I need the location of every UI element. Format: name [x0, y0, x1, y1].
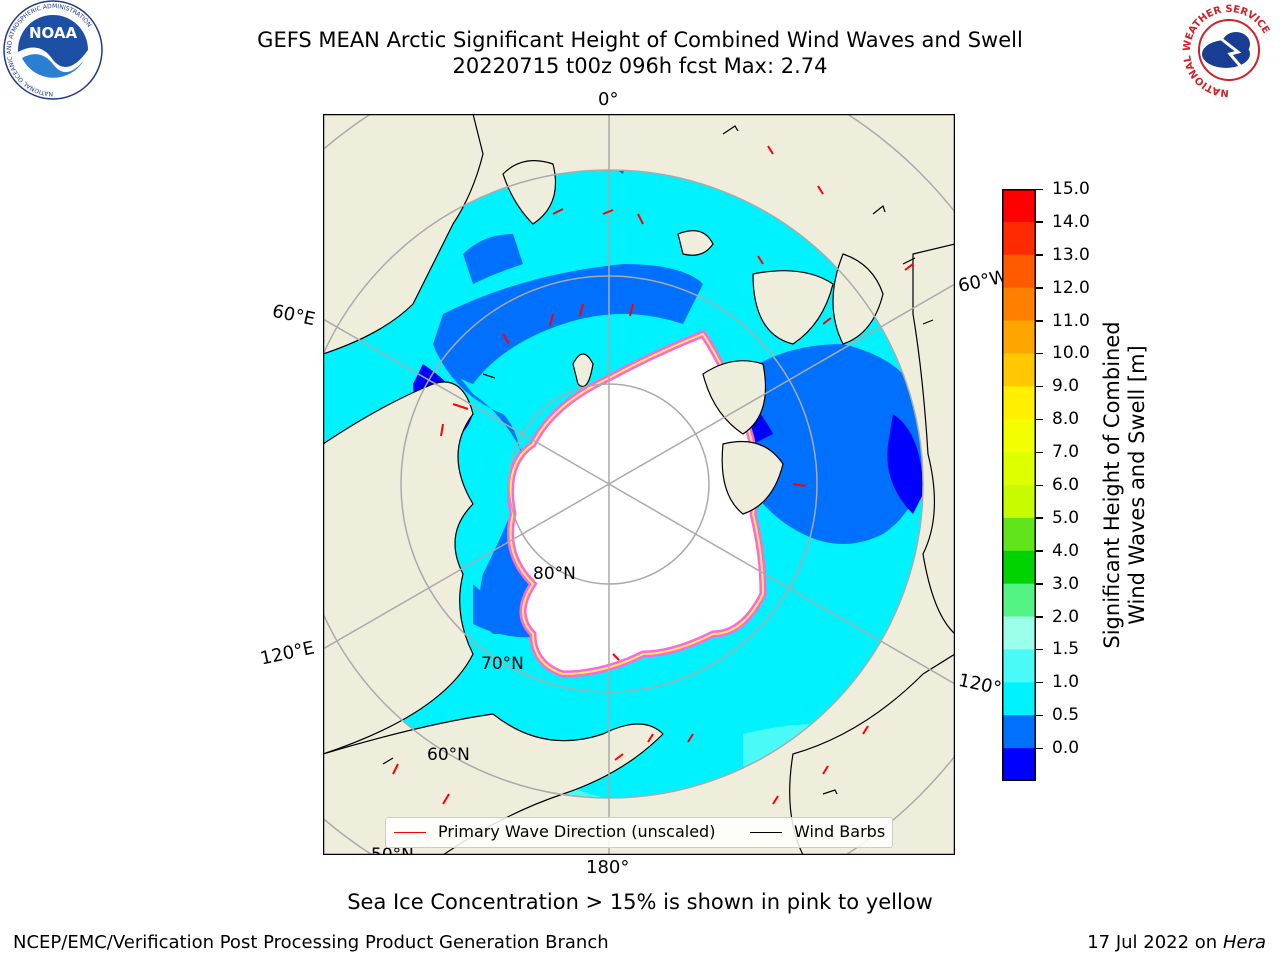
colorbar-tick-label: 1.0 [1052, 672, 1080, 693]
nws-logo: NATIONAL WEATHER SERVICE [1182, 3, 1276, 98]
chart-subtitle: 20220715 t00z 096h fcst Max: 2.74 [452, 54, 828, 78]
map-legend: Primary Wave Direction (unscaled) Wind B… [385, 817, 893, 848]
colorbar-band [1002, 517, 1036, 552]
colorbar-band [1002, 386, 1036, 420]
colorbar-tick-label: 14.0 [1052, 211, 1090, 232]
generation-date: 17 Jul 2022 on Hera [1087, 932, 1266, 953]
colorbar-tick-label: 3.0 [1052, 573, 1080, 594]
colorbar-tick-label: 6.0 [1052, 475, 1080, 495]
colorbar-tick-label: 11.0 [1052, 310, 1090, 331]
colorbar-tick-mark [1036, 188, 1043, 190]
colorbar-tick-mark [1036, 583, 1043, 585]
legend-wave-direction-swatch [394, 832, 426, 833]
colorbar-band [1002, 649, 1036, 683]
colorbar-label: Significant Height of Combined Wind Wave… [1100, 321, 1149, 649]
colorbar-tick-mark [1036, 616, 1043, 618]
colorbar-tick-mark [1036, 352, 1043, 355]
chart-title: GEFS MEAN Arctic Significant Height of C… [257, 28, 1023, 52]
colorbar-tick-mark [1036, 320, 1043, 322]
legend-wind-barbs-label: Wind Barbs [794, 822, 886, 841]
colorbar-tick-label: 15.0 [1052, 179, 1090, 199]
colorbar-tick-mark [1036, 221, 1043, 223]
colorbar-band [1002, 254, 1036, 289]
colorbar-tick-label: 12.0 [1052, 277, 1090, 298]
colorbar-tick-mark [1036, 747, 1043, 750]
colorbar-tick-label: 13.0 [1052, 244, 1090, 265]
colorbar-tick-mark [1036, 681, 1043, 684]
colorbar-tick-label: 10.0 [1052, 343, 1090, 364]
colorbar-band [1002, 550, 1036, 585]
colorbar-tick-mark [1036, 550, 1043, 552]
colorbar-band [1002, 485, 1036, 519]
colorbar-tick-label: 0.5 [1052, 705, 1080, 726]
colorbar-tick-mark [1036, 287, 1043, 289]
colorbar-band [1002, 189, 1036, 223]
colorbar-tick-label: 9.0 [1052, 376, 1080, 397]
colorbar-tick-label: 4.0 [1052, 540, 1080, 561]
lon-label-60e: 60°E [270, 300, 317, 331]
colorbar-band [1002, 452, 1036, 486]
lat-label-50n: 50°N [371, 845, 414, 855]
colorbar-band [1002, 221, 1036, 256]
colorbar-band [1002, 419, 1036, 453]
colorbar-tick-mark [1036, 714, 1043, 717]
graticule [323, 114, 955, 855]
legend-wind-barbs-swatch [750, 832, 782, 833]
wave-direction-arrows [392, 145, 914, 805]
lon-label-0: 0° [598, 89, 619, 110]
colorbar-tick-mark [1036, 484, 1043, 486]
lat-label-80n: 80°N [533, 564, 576, 584]
lat-label-60n: 60°N [427, 745, 470, 765]
colorbar-band [1002, 320, 1036, 355]
legend-wave-direction-label: Primary Wave Direction (unscaled) [438, 822, 716, 841]
colorbar-tick-mark [1036, 385, 1043, 388]
colorbar-tick-mark [1036, 418, 1043, 421]
colorbar-band [1002, 353, 1036, 387]
colorbar-band [1002, 616, 1036, 651]
colorbar-band [1002, 715, 1036, 749]
noaa-logo-text: NOAA [29, 24, 78, 42]
colorbar-tick-label: 0.0 [1052, 738, 1080, 759]
colorbar-band [1002, 583, 1036, 618]
sea-ice-note: Sea Ice Concentration > 15% is shown in … [347, 890, 933, 914]
colorbar-tick-mark [1036, 451, 1043, 454]
colorbar-tick-mark [1036, 648, 1043, 651]
lon-label-120e: 120°E [258, 637, 317, 670]
colorbar [1002, 189, 1036, 781]
lat-label-70n: 70°N [481, 654, 524, 674]
colorbar-band [1002, 287, 1036, 322]
lon-label-180: 180° [586, 857, 630, 878]
colorbar-tick-label: 8.0 [1052, 409, 1080, 430]
colorbar-tick-label: 7.0 [1052, 442, 1080, 463]
colorbar-tick-label: 1.5 [1052, 639, 1080, 660]
noaa-logo: NATIONAL OCEANIC AND ATMOSPHERIC ADMINIS… [3, 0, 103, 100]
colorbar-tick-mark [1036, 254, 1043, 256]
colorbar-band [1002, 682, 1036, 716]
arctic-wave-height-map: 80°N 70°N 60°N 50°N [323, 114, 955, 855]
colorbar-band [1002, 748, 1036, 781]
colorbar-tick-label: 5.0 [1052, 507, 1080, 528]
colorbar-tick-label: 2.0 [1052, 606, 1080, 627]
sea-ice-region [510, 334, 763, 674]
colorbar-tick-mark [1036, 517, 1043, 519]
credit-line: NCEP/EMC/Verification Post Processing Pr… [13, 932, 609, 953]
map-frame [323, 114, 955, 855]
